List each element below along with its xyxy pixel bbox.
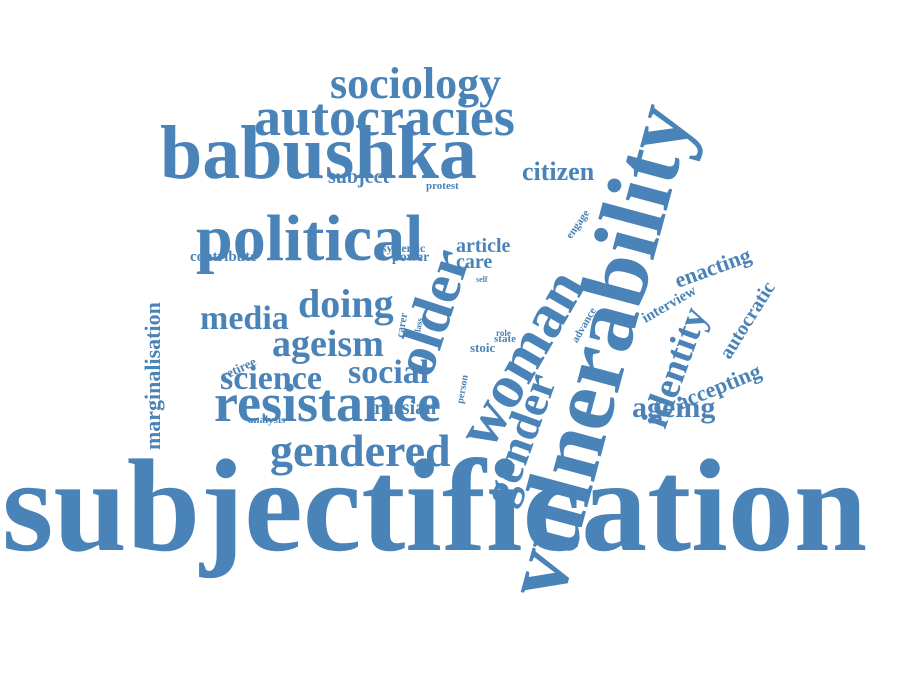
word-state: state [494,332,516,345]
word-doing: doing [298,281,394,327]
word-analysis: analysis [248,413,286,426]
word-resistance: resistance [214,372,441,433]
word-gendered: gendered [270,425,451,477]
word-care: care [456,250,493,273]
word-subjectification: subjectification [2,431,868,579]
word-babushka: babushka [160,110,477,195]
word-power: power [392,249,430,265]
word-sociology: sociology [330,58,502,108]
word-media: media [200,300,289,338]
word-political: political [196,201,424,275]
word-article: article [456,234,511,257]
word-subject: subject [328,165,390,188]
word-science: science [220,360,322,398]
word-social: social [348,354,430,392]
word-role: role [496,327,511,338]
word-systemic: systemic [382,241,426,256]
word-autocratic: autocratic [715,277,780,363]
word-contribute: contribute [190,248,257,265]
word-protest: protest [426,179,459,192]
word-ageism: ageism [272,322,384,365]
word-autocracies: autocracies [254,86,515,147]
word-ageing: ageing [632,391,716,425]
word-enacting: enacting [671,241,755,293]
word-citizen: citizen [522,156,595,186]
word-stoic: stoic [470,340,496,356]
word-marginalisation: marginalisation [139,302,165,450]
word-russian: russian [374,396,437,419]
word-self: self [476,275,488,285]
